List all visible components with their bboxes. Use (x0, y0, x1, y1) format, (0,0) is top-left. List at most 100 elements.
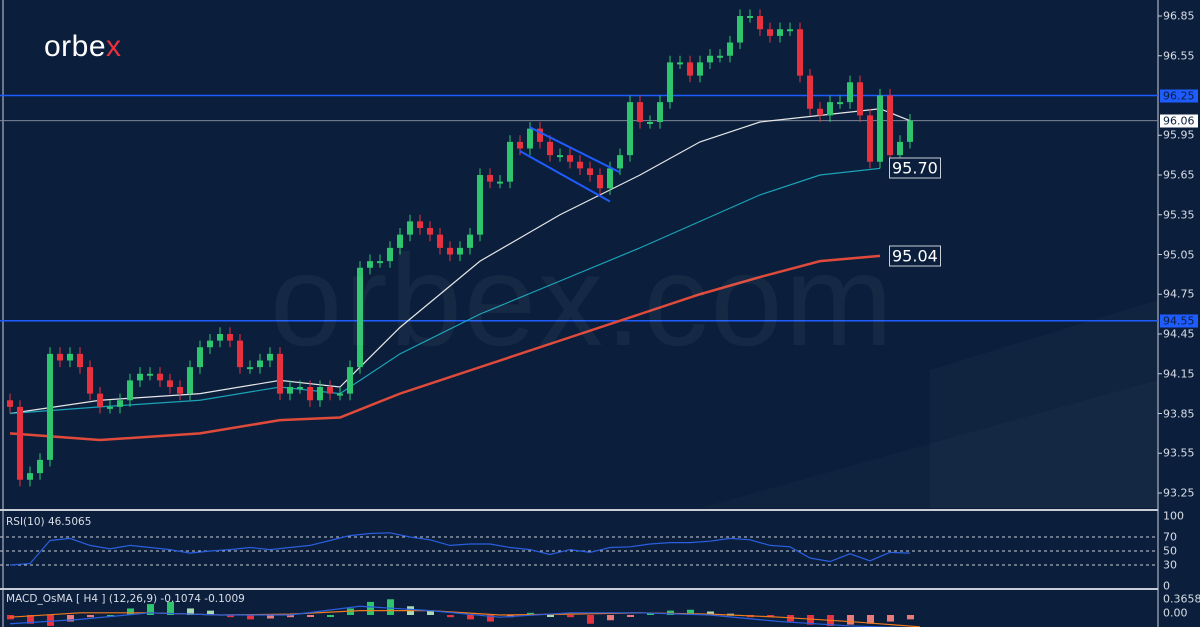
candle-body (557, 155, 563, 158)
channel-upper-line (529, 126, 621, 174)
macd-histogram-bar (487, 615, 494, 622)
candle-body (807, 75, 813, 109)
price-tick-label: 93.55 (1163, 446, 1195, 460)
price-tick-label: 95.05 (1163, 248, 1195, 261)
moving-average-ma_fast (9, 108, 911, 415)
candle-body (17, 406, 23, 480)
candle-body (637, 102, 643, 122)
macd-histogram-bar (807, 615, 814, 625)
level-tag: 96.06 (1160, 114, 1198, 128)
candle-body (67, 353, 73, 361)
macd-histogram-bar (287, 615, 294, 618)
macd-histogram-bar (907, 615, 914, 620)
macd-line (9, 605, 904, 627)
candle-body (457, 247, 463, 255)
candle-body (437, 234, 443, 248)
candle-body (167, 380, 173, 387)
rsi-tick-label: 0 (1163, 579, 1170, 593)
candle-body (797, 29, 803, 76)
candle-body (747, 16, 753, 18)
macd-histogram-bar (527, 612, 534, 615)
candle-body (187, 367, 193, 394)
candle-body (47, 353, 53, 460)
watermark: orbex.com (270, 225, 895, 375)
macd-histogram-bar (47, 615, 54, 626)
price-tick-label: 95.65 (1163, 168, 1195, 182)
candle-body (247, 367, 253, 370)
candle-body (567, 155, 573, 162)
ma-value-label: 95.04 (889, 245, 941, 267)
rsi-tick-label: 70 (1163, 530, 1177, 544)
candle-body (817, 108, 823, 116)
candle-body (327, 387, 333, 394)
macd-histogram-bar (847, 615, 854, 625)
macd-histogram-bar (427, 610, 434, 615)
candle-body (197, 347, 203, 368)
ma-value-label: 95.70 (889, 157, 941, 179)
rsi-tick-label: 50 (1163, 544, 1177, 558)
candle-body (687, 62, 693, 76)
price-tick-label: 93.25 (1163, 486, 1195, 500)
candle-body (57, 353, 63, 361)
macd-histogram-bar (627, 615, 634, 617)
candle-body (257, 360, 263, 368)
candle-body (757, 16, 763, 30)
candle-body (877, 95, 883, 162)
level-tag: 96.25 (1160, 89, 1198, 102)
macd-histogram-bar (227, 615, 234, 618)
candle-body (787, 29, 793, 32)
candle-body (77, 353, 83, 368)
macd-histogram-bar (27, 615, 34, 624)
macd-histogram-bar (447, 615, 454, 618)
candle-body (147, 373, 153, 376)
orbex-logo: orbex (44, 30, 122, 63)
macd-histogram-bar (67, 615, 74, 622)
candle-body (87, 367, 93, 394)
candle-body (857, 82, 863, 116)
candle-body (367, 261, 373, 268)
candle-body (907, 120, 913, 142)
candle-body (307, 387, 313, 401)
price-tick-label: 95.95 (1163, 128, 1195, 142)
macd-histogram-bar (327, 615, 334, 617)
candle-body (467, 234, 473, 248)
price-tick-label: 95.35 (1163, 208, 1195, 222)
macd-histogram-bar (87, 615, 94, 618)
candle-body (207, 340, 213, 348)
macd-histogram-bar (867, 615, 874, 624)
moving-average-ma_mid (9, 167, 881, 415)
candle-body (607, 168, 613, 189)
candle-body (507, 141, 513, 182)
candle-body (407, 221, 413, 235)
candle-body (547, 141, 553, 156)
moving-average-ma_slow (9, 254, 881, 442)
candle-body (137, 373, 143, 381)
candle-body (577, 161, 583, 169)
candle-body (487, 175, 493, 182)
candle-body (847, 82, 853, 103)
candle-body (727, 42, 733, 56)
candle-body (617, 155, 623, 169)
candle-body (417, 221, 423, 228)
macd-histogram-bar (767, 615, 774, 618)
candle-body (477, 175, 483, 235)
candle-body (627, 102, 633, 156)
rsi-line (9, 532, 911, 566)
price-tick-label: 96.55 (1163, 49, 1195, 63)
candle-body (867, 115, 873, 162)
candle-body (887, 95, 893, 156)
macd-histogram-bar (467, 615, 474, 620)
candle-body (7, 400, 13, 407)
macd-histogram-bar (347, 608, 354, 615)
channel-lower-line (519, 150, 611, 203)
macd-tick-label: 0.3658 (1163, 592, 1200, 606)
macd-label: MACD_OsMA [ H4 ] (12,26,9) -0.1074 -0.10… (6, 593, 245, 605)
candle-body (427, 228, 433, 235)
macd-histogram-bar (127, 608, 134, 615)
price-tick-label: 94.15 (1163, 367, 1195, 381)
macd-histogram-bar (387, 599, 394, 615)
candle-body (667, 62, 673, 103)
macd-histogram-bar (247, 615, 254, 620)
candle-body (107, 406, 113, 409)
